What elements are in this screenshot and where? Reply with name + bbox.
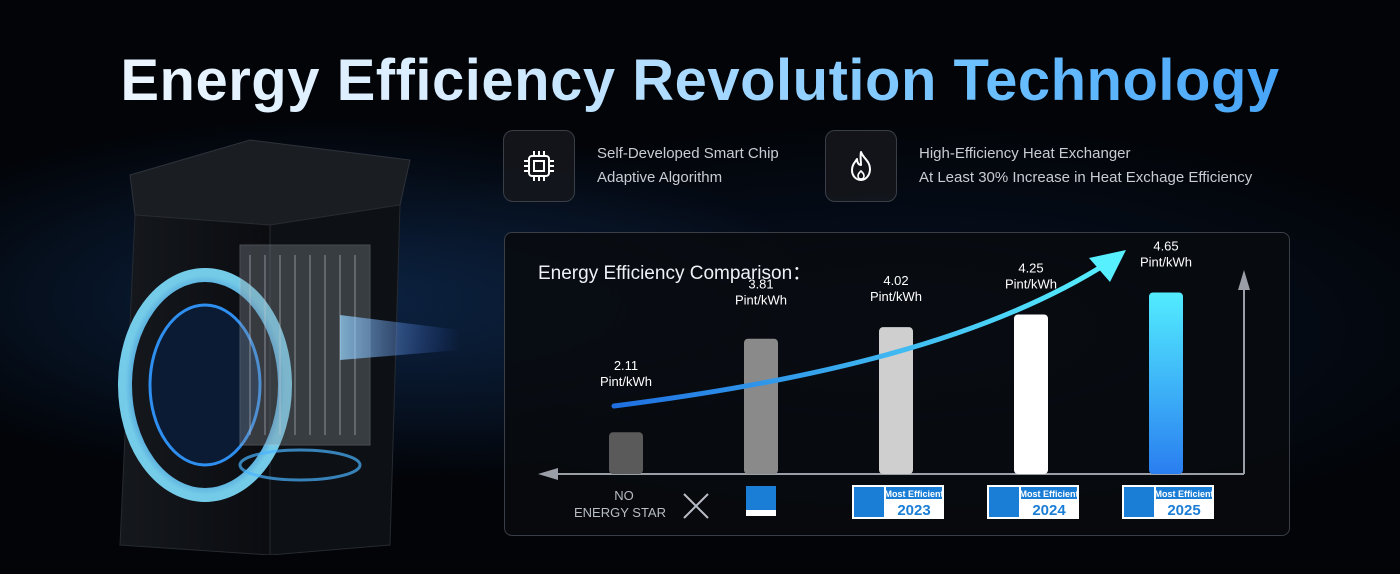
x-axis-arrow-icon	[538, 468, 558, 480]
dehumidifier-illustration	[118, 139, 460, 555]
page-title: Energy Efficiency Revolution Technology	[0, 46, 1400, 116]
badge-title: Most Efficient	[1154, 489, 1213, 499]
data-label-unit: Pint/kWh	[735, 293, 787, 308]
category-label: ENERGY STAR	[574, 505, 666, 520]
badge-year: 2024	[1032, 502, 1066, 519]
badge-top-strip	[1156, 487, 1212, 499]
feature-line: High-Efficiency Heat Exchanger	[919, 145, 1131, 162]
bar	[1014, 314, 1048, 474]
bar	[879, 327, 913, 474]
data-label: 4.65	[1153, 239, 1178, 254]
badge-top-strip	[886, 487, 942, 499]
data-label: 2.11	[614, 358, 638, 373]
trend-arrowhead-icon	[1089, 250, 1126, 282]
energy-star-logo-icon	[989, 487, 1019, 517]
data-label-unit: Pint/kWh	[870, 289, 922, 304]
badge-year: 2023	[897, 502, 930, 519]
feature-line: Adaptive Algorithm	[597, 169, 723, 186]
badge-top-strip	[1021, 487, 1077, 499]
energy-star-logo-icon	[1124, 487, 1154, 517]
data-label-unit: Pint/kWh	[600, 374, 652, 389]
flame-icon	[825, 130, 897, 202]
data-label: 4.02	[883, 273, 908, 288]
cross-icon	[683, 493, 709, 519]
bar	[1149, 292, 1183, 474]
badge-title: Most Efficient	[1019, 489, 1078, 499]
data-label: 3.81	[748, 277, 773, 292]
chip-icon	[503, 130, 575, 202]
bar	[744, 338, 778, 474]
bar	[609, 432, 643, 474]
energy-star-logo-icon	[854, 487, 884, 517]
feature-heat-exchanger: High-Efficiency Heat Exchanger At Least …	[825, 130, 1252, 202]
data-label-unit: Pint/kWh	[1140, 255, 1192, 270]
chart-title: Energy Efficiency Comparison：	[538, 263, 812, 284]
category-label: NO	[614, 488, 634, 503]
energy-star-badge-strip	[746, 510, 776, 516]
feature-line: At Least 30% Increase in Heat Exchage Ef…	[919, 169, 1253, 186]
feature-line: Self-Developed Smart Chip	[597, 145, 779, 162]
feature-smart-chip: Self-Developed Smart Chip Adaptive Algor…	[503, 130, 779, 202]
efficiency-bar-chart: 2.11Pint/kWh3.81Pint/kWh4.02Pint/kWh4.25…	[538, 239, 1250, 520]
y-axis-arrow-icon	[1238, 270, 1250, 290]
badge-year: 2025	[1167, 502, 1200, 519]
badge-title: Most Efficient	[884, 489, 943, 499]
data-label: 4.25	[1018, 261, 1043, 276]
data-label-unit: Pint/kWh	[1005, 277, 1057, 292]
trend-arrow	[611, 259, 1112, 409]
